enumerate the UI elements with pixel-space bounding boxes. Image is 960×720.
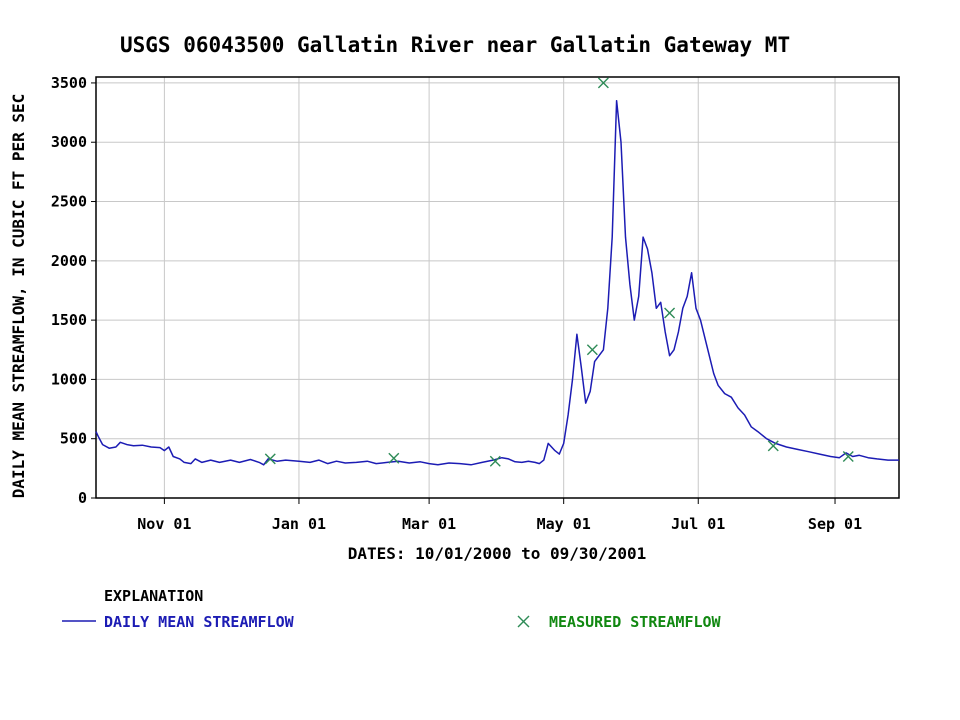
y-tick-label: 2000	[51, 252, 87, 270]
measured-streamflow-marker	[767, 440, 779, 452]
x-tick-label: Mar 01	[402, 515, 456, 533]
measured-streamflow-marker	[586, 344, 598, 356]
daily-mean-streamflow-line	[95, 99, 899, 466]
legend-heading: EXPLANATION	[104, 587, 203, 605]
y-tick-label: 3000	[51, 133, 87, 151]
x-tick-label: Sep 01	[808, 515, 862, 533]
x-tick-label: Jul 01	[671, 515, 725, 533]
measured-streamflow-marker	[664, 307, 676, 319]
x-tick-label: Nov 01	[137, 515, 191, 533]
legend-daily-mean-label: DAILY MEAN STREAMFLOW	[104, 613, 295, 631]
grid-lines	[96, 77, 899, 498]
y-tick-label: 3500	[51, 74, 87, 92]
measured-streamflow-marker	[264, 453, 276, 465]
measured-streamflow-marker	[842, 450, 854, 462]
y-tick-label: 2500	[51, 193, 87, 211]
y-axis-label: DAILY MEAN STREAMFLOW, IN CUBIC FT PER S…	[9, 94, 28, 499]
y-tick-label: 500	[60, 430, 87, 448]
measured-streamflow-series	[264, 77, 854, 467]
legend-x-marker-icon	[517, 615, 530, 628]
measured-streamflow-marker	[388, 452, 400, 464]
legend: EXPLANATION DAILY MEAN STREAMFLOW MEASUR…	[62, 587, 722, 631]
x-tick-label: Jan 01	[272, 515, 326, 533]
chart-title: USGS 06043500 Gallatin River near Gallat…	[120, 33, 790, 57]
x-axis-ticks: Nov 01 Jan 01 Mar 01 May 01 Jul 01 Sep 01	[137, 498, 862, 533]
daily-mean-streamflow-series	[95, 99, 899, 466]
y-axis-ticks: 0 500 1000 1500 2000 2500 3000 3500	[51, 74, 96, 507]
measured-streamflow-marker	[597, 77, 609, 89]
x-axis-label: DATES: 10/01/2000 to 09/30/2001	[348, 544, 647, 563]
plot-frame	[95, 76, 900, 499]
y-tick-label: 1500	[51, 311, 87, 329]
y-tick-label: 0	[78, 489, 87, 507]
legend-measured-label: MEASURED STREAMFLOW	[549, 613, 722, 631]
measured-streamflow-marker	[489, 455, 501, 467]
y-tick-label: 1000	[51, 370, 87, 388]
x-tick-label: May 01	[537, 515, 591, 533]
